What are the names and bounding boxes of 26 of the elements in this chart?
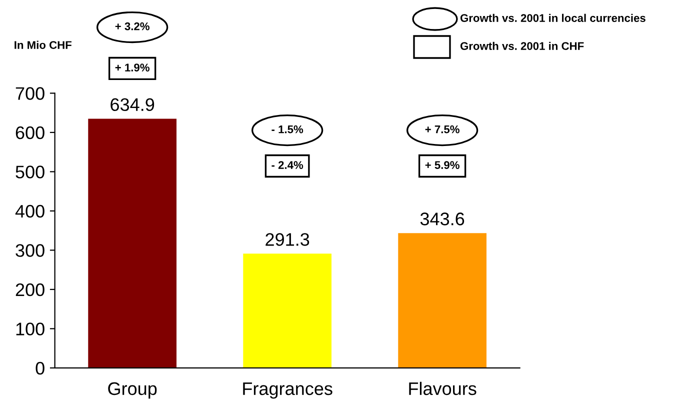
bar — [398, 233, 486, 368]
x-tick-label: Group — [108, 382, 157, 399]
bar — [88, 118, 176, 368]
x-tick-label: Flavours — [409, 382, 476, 396]
y-tick-label: 0 — [36, 362, 44, 375]
y-tick-label: 400 — [15, 204, 44, 218]
y-tick-label: 600 — [16, 126, 44, 140]
annotation: + 7.5% — [425, 125, 460, 134]
y-tick-label: 100 — [16, 322, 44, 336]
data-label: 291.3 — [266, 233, 310, 246]
text: Growth vs. 2001 in local currencies — [460, 14, 646, 22]
annotation: - 1.5% — [272, 125, 304, 134]
y-tick-label: 300 — [16, 244, 44, 257]
text: + 1.9% — [115, 64, 150, 72]
y-tick-label: 700 — [16, 87, 44, 100]
text: Growth vs. 2001 in CHF — [460, 42, 584, 50]
annotation: + 5.9% — [425, 161, 460, 169]
bar — [243, 254, 332, 368]
annotation: - 2.4% — [272, 161, 304, 169]
data-label: 343.6 — [420, 212, 464, 226]
y-axis-title: In Mio CHF — [14, 40, 72, 49]
text: + 3.2% — [115, 22, 150, 30]
y-tick-label: 200 — [16, 283, 44, 296]
x-tick-label: Fragrances — [243, 382, 332, 399]
y-tick-label: 500 — [16, 166, 44, 178]
data-label: 634.9 — [110, 98, 154, 112]
